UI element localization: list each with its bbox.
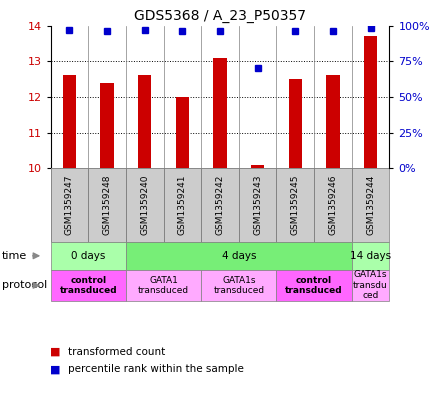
Text: percentile rank within the sample: percentile rank within the sample	[68, 364, 244, 375]
Bar	[314, 168, 352, 242]
Bar	[126, 242, 352, 270]
Bar	[88, 168, 126, 242]
Bar	[352, 270, 389, 301]
Bar	[352, 242, 389, 270]
Bar	[364, 36, 377, 168]
Text: GATA1s
transdu
ced: GATA1s transdu ced	[353, 270, 388, 300]
Text: ■: ■	[50, 347, 60, 357]
Text: GSM1359246: GSM1359246	[328, 174, 337, 235]
Text: GATA1
transduced: GATA1 transduced	[138, 275, 189, 295]
Text: protocol: protocol	[2, 280, 48, 290]
Bar	[326, 75, 340, 168]
Bar	[213, 58, 227, 168]
Text: GSM1359240: GSM1359240	[140, 174, 149, 235]
Bar	[201, 270, 276, 301]
Text: GSM1359245: GSM1359245	[291, 174, 300, 235]
Bar	[63, 75, 76, 168]
Title: GDS5368 / A_23_P50357: GDS5368 / A_23_P50357	[134, 9, 306, 23]
Bar	[352, 168, 389, 242]
Text: GSM1359241: GSM1359241	[178, 174, 187, 235]
Text: time: time	[2, 251, 27, 261]
Text: control
transduced: control transduced	[59, 275, 117, 295]
Text: 0 days: 0 days	[71, 251, 106, 261]
Bar	[251, 165, 264, 168]
Bar	[289, 79, 302, 168]
Bar	[126, 168, 164, 242]
Text: transformed count: transformed count	[68, 347, 165, 357]
Text: control
transduced: control transduced	[285, 275, 343, 295]
Bar	[176, 97, 189, 168]
Text: GSM1359247: GSM1359247	[65, 174, 74, 235]
Bar	[51, 168, 88, 242]
Text: GSM1359248: GSM1359248	[103, 174, 112, 235]
Text: GSM1359244: GSM1359244	[366, 174, 375, 235]
Bar	[51, 242, 126, 270]
Bar	[276, 270, 352, 301]
Text: GSM1359243: GSM1359243	[253, 174, 262, 235]
Bar	[100, 83, 114, 168]
Bar	[276, 168, 314, 242]
Text: GATA1s
transduced: GATA1s transduced	[213, 275, 264, 295]
Bar	[201, 168, 239, 242]
Text: 14 days: 14 days	[350, 251, 391, 261]
Bar	[126, 270, 201, 301]
Bar	[239, 168, 276, 242]
Bar	[164, 168, 201, 242]
Bar	[138, 75, 151, 168]
Text: GSM1359242: GSM1359242	[216, 174, 224, 235]
Text: ■: ■	[50, 364, 60, 375]
Bar	[51, 270, 126, 301]
Text: 4 days: 4 days	[222, 251, 256, 261]
